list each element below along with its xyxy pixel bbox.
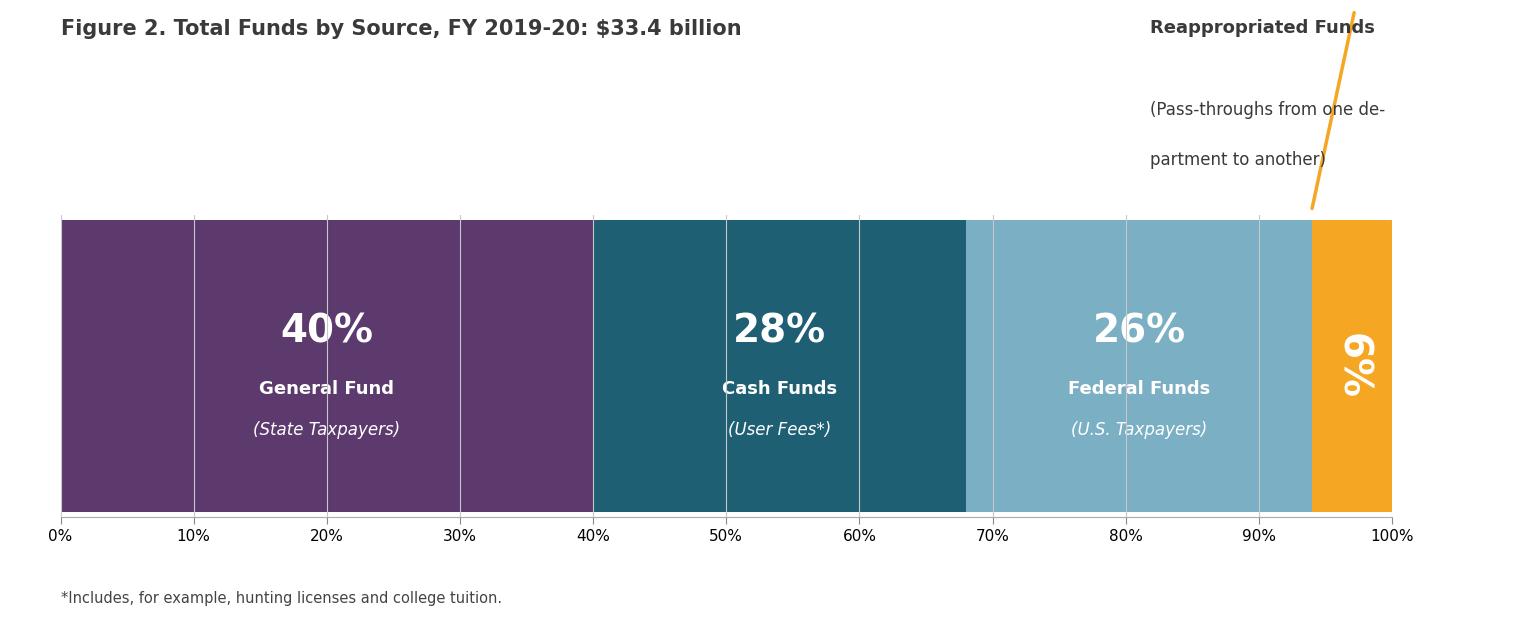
Bar xyxy=(965,220,1312,512)
Text: Federal Funds: Federal Funds xyxy=(1068,380,1210,398)
Text: (State Taxpayers): (State Taxpayers) xyxy=(253,421,401,439)
Text: 26%: 26% xyxy=(1092,312,1186,350)
Text: partment to another): partment to another) xyxy=(1150,151,1325,170)
Bar xyxy=(1312,220,1392,512)
Bar xyxy=(593,220,965,512)
Text: Cash Funds: Cash Funds xyxy=(722,380,837,398)
Text: General Fund: General Fund xyxy=(259,380,395,398)
Text: 28%: 28% xyxy=(732,312,826,350)
Text: 40%: 40% xyxy=(280,312,374,350)
Text: (Pass-throughs from one de-: (Pass-throughs from one de- xyxy=(1150,101,1384,119)
Bar xyxy=(61,220,593,512)
Text: 6%: 6% xyxy=(1333,333,1371,399)
Text: (User Fees*): (User Fees*) xyxy=(728,421,831,439)
Text: Reappropriated Funds: Reappropriated Funds xyxy=(1150,19,1375,37)
Text: *Includes, for example, hunting licenses and college tuition.: *Includes, for example, hunting licenses… xyxy=(61,591,502,606)
Text: Figure 2. Total Funds by Source, FY 2019-20: $33.4 billion: Figure 2. Total Funds by Source, FY 2019… xyxy=(61,19,741,39)
Text: (U.S. Taxpayers): (U.S. Taxpayers) xyxy=(1071,421,1207,439)
